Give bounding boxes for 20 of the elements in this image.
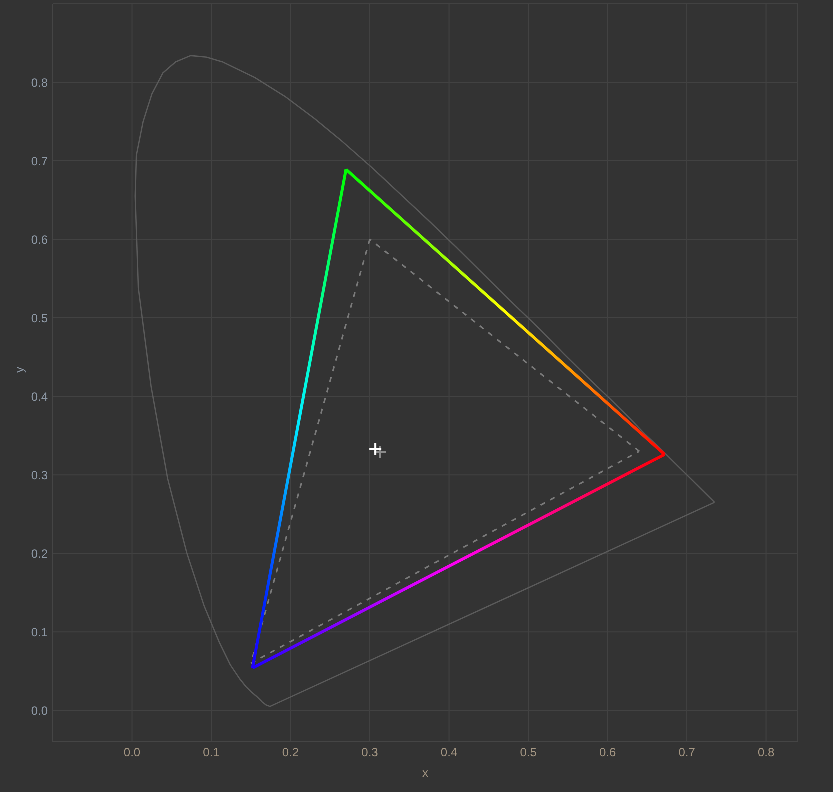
x-tick-label: 0.3 (362, 746, 379, 760)
y-tick-label: 0.2 (31, 546, 48, 561)
x-tick-label: 0.4 (440, 746, 458, 760)
y-tick-label: 0.4 (31, 390, 48, 404)
y-axis-title: y (12, 367, 26, 373)
x-tick-label: 0.5 (520, 746, 538, 760)
y-tick-label: 0.8 (31, 76, 48, 90)
x-tick-label: 0.0 (124, 746, 141, 760)
y-tick-label: 0.1 (31, 625, 48, 640)
x-tick-label: 0.1 (203, 746, 220, 760)
y-tick-label: 0.0 (31, 704, 48, 718)
x-tick-label: 0.2 (282, 746, 300, 760)
x-tick-label: 0.8 (758, 746, 775, 760)
x-tick-label: 0.6 (599, 746, 616, 760)
y-tick-label: 0.7 (31, 154, 48, 168)
x-tick-label: 0.7 (678, 746, 696, 760)
y-tick-label: 0.3 (31, 468, 48, 482)
y-tick-label: 0.5 (31, 311, 48, 326)
x-axis-title: x (422, 766, 428, 780)
y-tick-label: 0.6 (31, 232, 48, 247)
